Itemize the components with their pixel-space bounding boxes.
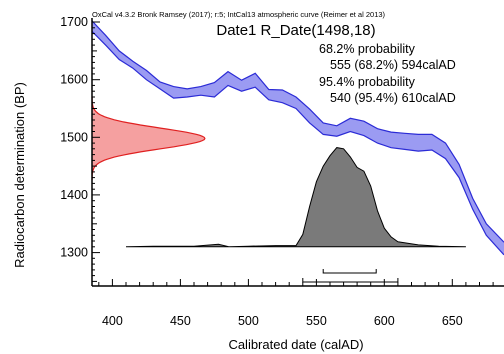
- y-tick-label: 1500: [60, 130, 88, 144]
- p68-range: 555 (68.2%) 594calAD: [330, 58, 456, 72]
- radiocarbon-date-fill: [92, 97, 205, 180]
- x-tick-label: 650: [442, 314, 463, 328]
- chart-title: Date1 R_Date(1498,18): [216, 22, 375, 39]
- calibration-band: [92, 20, 504, 255]
- x-tick-label: 400: [102, 314, 123, 328]
- x-axis-label: Calibrated date (calAD): [228, 337, 363, 352]
- calibration-curve-layer: [91, 20, 504, 256]
- y-tick-label: 1700: [60, 15, 88, 29]
- range-95-bracket: [302, 278, 399, 283]
- p68-label: 68.2% probability: [319, 42, 416, 56]
- range-68-bracket: [322, 269, 377, 274]
- x-tick-label: 550: [306, 314, 327, 328]
- x-tick-label: 600: [374, 314, 395, 328]
- x-tick-label: 500: [238, 314, 259, 328]
- calibration-lower-line: [91, 30, 504, 256]
- calibrated-distribution-layer: [125, 147, 466, 283]
- calibrated-distribution: [125, 147, 466, 248]
- y-tick-label: 1600: [60, 73, 88, 87]
- y-tick-label: 1300: [60, 246, 88, 260]
- axes-layer: 1300 1400 1500 1600 1700 400 450 500 550 600 650: [60, 15, 504, 328]
- p95-label: 95.4% probability: [319, 75, 416, 89]
- y-axis-label: Radiocarbon determination (BP): [12, 82, 27, 268]
- source-note: OxCal v4.3.2 Bronk Ramsey (2017); r:5; I…: [92, 10, 386, 19]
- y-tick-label: 1400: [60, 188, 88, 202]
- x-tick-label: 450: [170, 314, 191, 328]
- p95-range: 540 (95.4%) 610calAD: [330, 91, 456, 105]
- calibration-upper-line: [91, 20, 504, 243]
- radiocarbon-date-layer: [91, 96, 206, 181]
